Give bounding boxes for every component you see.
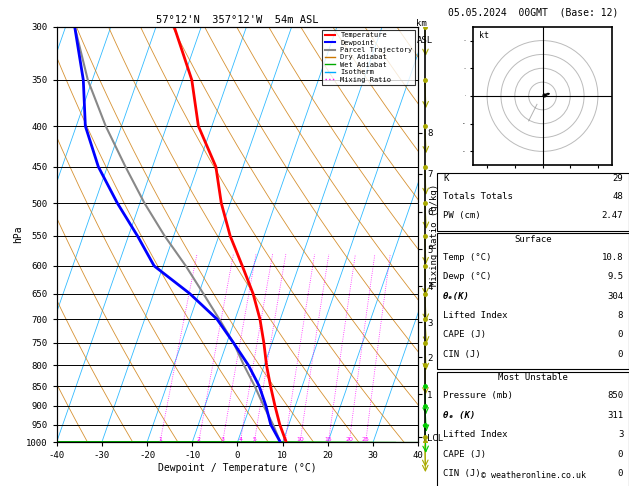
Text: © weatheronline.co.uk: © weatheronline.co.uk: [481, 471, 586, 480]
Legend: Temperature, Dewpoint, Parcel Trajectory, Dry Adiabat, Wet Adiabat, Isotherm, Mi: Temperature, Dewpoint, Parcel Trajectory…: [323, 30, 415, 85]
Text: 8: 8: [283, 437, 287, 442]
Text: kt: kt: [479, 31, 489, 40]
Text: 4: 4: [238, 437, 242, 442]
Text: Temp (°C): Temp (°C): [443, 253, 491, 262]
Text: 15: 15: [325, 437, 332, 442]
Text: 0: 0: [618, 450, 623, 459]
Text: 8: 8: [618, 311, 623, 320]
Text: 3: 3: [618, 430, 623, 439]
Text: θₑ (K): θₑ (K): [443, 411, 475, 420]
Text: 48: 48: [613, 192, 623, 201]
Text: 10: 10: [296, 437, 304, 442]
Text: CIN (J): CIN (J): [443, 350, 481, 359]
Text: 304: 304: [607, 292, 623, 301]
Text: 20: 20: [345, 437, 353, 442]
Text: 0: 0: [618, 350, 623, 359]
Text: Mixing Ratio (g/kg): Mixing Ratio (g/kg): [430, 183, 438, 286]
Text: 311: 311: [607, 411, 623, 420]
Text: 850: 850: [607, 391, 623, 400]
Text: km: km: [416, 19, 427, 29]
Text: 05.05.2024  00GMT  (Base: 12): 05.05.2024 00GMT (Base: 12): [448, 7, 618, 17]
Text: Lifted Index: Lifted Index: [443, 430, 508, 439]
Text: CIN (J): CIN (J): [443, 469, 481, 478]
Text: 2.47: 2.47: [602, 211, 623, 221]
Text: 1: 1: [158, 437, 162, 442]
Bar: [437, 372, 629, 486]
Text: Dewp (°C): Dewp (°C): [443, 272, 491, 281]
Y-axis label: hPa: hPa: [13, 226, 23, 243]
Text: K: K: [443, 174, 448, 184]
Text: Totals Totals: Totals Totals: [443, 192, 513, 201]
Text: 3: 3: [221, 437, 225, 442]
Text: θₑ(K): θₑ(K): [443, 292, 470, 301]
X-axis label: Dewpoint / Temperature (°C): Dewpoint / Temperature (°C): [158, 463, 317, 473]
Text: 5: 5: [252, 437, 256, 442]
Bar: [437, 173, 629, 231]
Text: 9.5: 9.5: [607, 272, 623, 281]
Text: 25: 25: [362, 437, 370, 442]
Text: 29: 29: [613, 174, 623, 184]
Text: 0: 0: [618, 469, 623, 478]
Bar: [437, 233, 629, 369]
Text: Most Unstable: Most Unstable: [498, 373, 568, 382]
Text: Pressure (mb): Pressure (mb): [443, 391, 513, 400]
Text: Surface: Surface: [515, 235, 552, 244]
Title: 57°12'N  357°12'W  54m ASL: 57°12'N 357°12'W 54m ASL: [156, 15, 319, 25]
Text: 2: 2: [197, 437, 201, 442]
Text: 0: 0: [618, 330, 623, 340]
Text: ASL: ASL: [416, 36, 433, 46]
Text: CAPE (J): CAPE (J): [443, 330, 486, 340]
Text: Lifted Index: Lifted Index: [443, 311, 508, 320]
Text: 10.8: 10.8: [602, 253, 623, 262]
Text: PW (cm): PW (cm): [443, 211, 481, 221]
Text: CAPE (J): CAPE (J): [443, 450, 486, 459]
